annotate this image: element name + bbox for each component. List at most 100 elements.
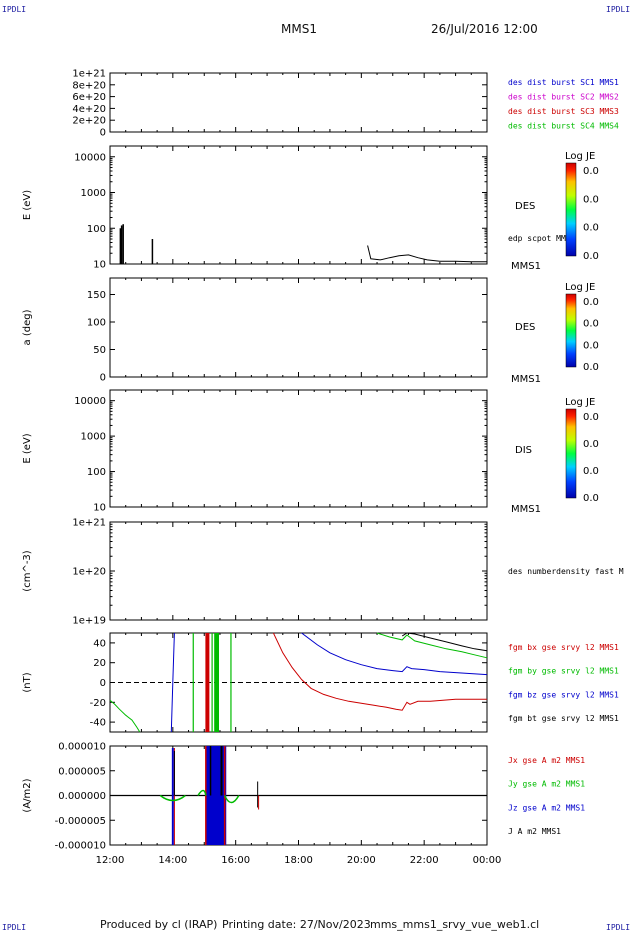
- legend-entry: des dist burst SC3 MMS3: [508, 107, 619, 116]
- panel-frame-3: [109, 277, 488, 378]
- colorbar-title: Log JE: [565, 282, 595, 293]
- jy-bump: [223, 795, 240, 804]
- y-tick-label: -20: [90, 698, 106, 709]
- panel-frame-5: [109, 521, 488, 621]
- y-axis-label: (cm^-3): [22, 550, 33, 591]
- legend-entry: des dist burst SC1 MMS1: [508, 78, 619, 87]
- colorbar-tick-label: 0.0: [583, 223, 599, 234]
- footer-file-name: mms_mms1_srvy_vue_web1.cl: [370, 918, 540, 931]
- colorbar-tick-label: 0.0: [583, 439, 599, 450]
- y-tick-label: 10000: [74, 152, 106, 163]
- y-tick-label: 1e+21: [72, 518, 106, 529]
- spectrogram-label: DES: [515, 322, 535, 333]
- y-tick-label: -0.000010: [55, 841, 106, 852]
- y-tick-label: 10000: [74, 396, 106, 407]
- legend-entry: Jx gse A m2 MMS1: [508, 756, 585, 765]
- y-tick-label: 10: [93, 260, 106, 271]
- y-tick-label: 100: [87, 224, 106, 235]
- colorbar-3: [565, 408, 577, 499]
- y-tick-label: 1e+21: [72, 69, 106, 80]
- date-time-title: 26/Jul/2016 12:00: [431, 22, 538, 36]
- corner-label-bottom-right: IPDLI: [606, 923, 630, 932]
- colorbar-tick-label: 0.0: [583, 319, 599, 330]
- colorbar-tick-label: 0.0: [583, 166, 599, 177]
- series-line: [376, 632, 488, 659]
- x-tick-label: 20:00: [347, 855, 376, 866]
- y-tick-label: 1000: [81, 188, 106, 199]
- colorbar-2: [565, 293, 577, 368]
- panel-frame-1: [109, 72, 488, 133]
- colorbar-tick-label: 0.0: [583, 466, 599, 477]
- x-tick-label: 22:00: [410, 855, 439, 866]
- y-tick-label: 2e+20: [72, 116, 106, 127]
- corner-label-bottom-left: IPDLI: [2, 923, 27, 932]
- y-tick-label: 100: [87, 318, 106, 329]
- legend-entry: Jy gse A m2 MMS1: [508, 780, 585, 789]
- y-tick-label: 40: [93, 638, 106, 649]
- y-tick-label: 0: [100, 678, 106, 689]
- y-tick-label: 0: [100, 128, 106, 139]
- legend-entry: des dist burst SC4 MMS4: [508, 122, 619, 131]
- y-axis-label: E (eV): [22, 433, 33, 463]
- colorbar-tick-label: 0.0: [583, 251, 599, 262]
- panel-frame-4: [109, 389, 488, 508]
- legend-entry: des numberdensity fast M: [508, 567, 624, 576]
- colorbar-title: Log JE: [565, 397, 595, 408]
- y-tick-label: 4e+20: [72, 104, 106, 115]
- spacecraft-title: MMS1: [281, 22, 317, 36]
- legend-entry: Jz gse A m2 MMS1: [508, 803, 585, 812]
- legend-entry: fgm bz gse srvy l2 MMS1: [508, 690, 619, 699]
- y-tick-label: 1000: [81, 432, 106, 443]
- y-tick-label: 6e+20: [72, 92, 106, 103]
- spacecraft-label: MMS1: [511, 261, 541, 272]
- jy-bump: [159, 794, 186, 802]
- spacecraft-label: MMS1: [511, 504, 541, 515]
- corner-label-top-left: IPDLI: [2, 5, 27, 14]
- series-line: [170, 632, 175, 733]
- y-axis-label: a (deg): [22, 309, 33, 345]
- jz-burst: [205, 746, 227, 845]
- scpot-line: [367, 245, 487, 263]
- legend-entry: fgm bx gse srvy l2 MMS1: [508, 643, 619, 652]
- x-tick-label: 14:00: [158, 855, 187, 866]
- colorbar-tick-label: 0.0: [583, 412, 599, 423]
- series-line: [272, 632, 487, 711]
- spectrogram-label: DES: [515, 201, 535, 212]
- x-tick-label: 18:00: [284, 855, 313, 866]
- legend-entry: des dist burst SC2 MMS2: [508, 93, 619, 102]
- y-tick-label: 0.000000: [58, 791, 106, 802]
- series-line: [301, 632, 488, 676]
- y-tick-label: -40: [90, 718, 106, 729]
- x-tick-label: 00:00: [473, 855, 502, 866]
- y-tick-label: 0.000005: [58, 766, 106, 777]
- series-line: [109, 699, 141, 733]
- y-tick-label: 0: [100, 373, 106, 384]
- footer-printing-date: Printing date: 27/Nov/2023: [222, 918, 371, 931]
- y-axis-label: E (eV): [22, 190, 33, 220]
- jy-bump: [197, 789, 207, 796]
- y-tick-label: 1e+20: [72, 567, 106, 578]
- y-tick-label: 1e+19: [72, 616, 106, 627]
- y-axis-label: (A/m2): [22, 778, 33, 812]
- y-tick-label: 0.000010: [58, 742, 106, 753]
- y-tick-label: 20: [93, 658, 106, 669]
- y-tick-label: 10: [93, 503, 106, 514]
- x-tick-label: 12:00: [96, 855, 125, 866]
- y-tick-label: -0.000005: [55, 816, 106, 827]
- y-axis-label: (nT): [22, 672, 33, 692]
- legend-entry: fgm bt gse srvy l2 MMS1: [508, 714, 619, 723]
- footer-produced-by: Produced by cl (IRAP): [100, 918, 218, 931]
- legend-entry: J A m2 MMS1: [508, 827, 561, 836]
- colorbar-tick-label: 0.0: [583, 340, 599, 351]
- spectrogram-label: DIS: [515, 445, 532, 456]
- colorbar-tick-label: 0.0: [583, 194, 599, 205]
- spacecraft-label: MMS1: [511, 374, 541, 385]
- corner-label-top-right: IPDLI: [606, 5, 630, 14]
- y-tick-label: 50: [93, 345, 106, 356]
- panel-frame-2: [109, 145, 488, 265]
- legend-entry: fgm by gse srvy l2 MMS1: [508, 667, 619, 676]
- series-line: [401, 632, 488, 652]
- colorbar-tick-label: 0.0: [583, 362, 599, 373]
- colorbar-1: [565, 162, 577, 257]
